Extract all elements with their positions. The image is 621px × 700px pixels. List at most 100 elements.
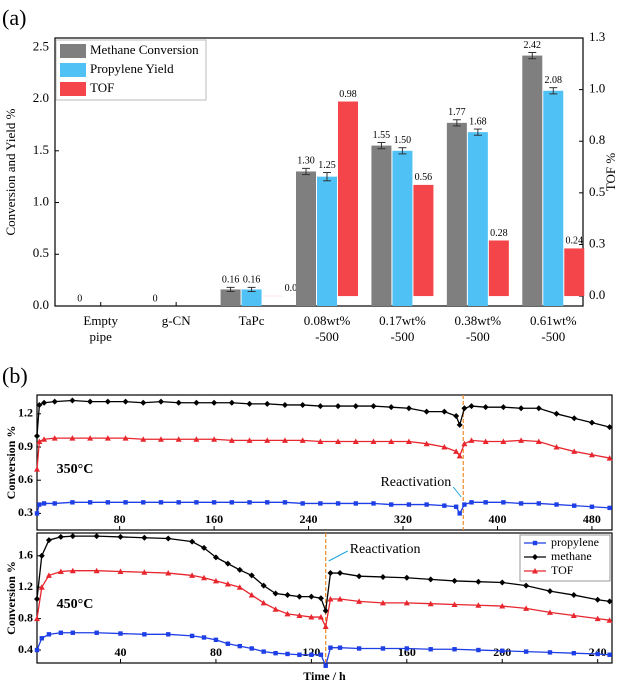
marker bbox=[189, 572, 196, 578]
marker bbox=[57, 533, 64, 540]
y-tick-label: 1.5 bbox=[33, 142, 49, 157]
marker bbox=[337, 645, 343, 650]
bar bbox=[338, 101, 358, 297]
marker bbox=[428, 647, 433, 652]
bar bbox=[241, 289, 262, 306]
marker bbox=[379, 599, 386, 606]
bar bbox=[296, 171, 316, 306]
marker bbox=[588, 451, 595, 458]
x-tick-label: TaPc bbox=[239, 313, 265, 328]
bar bbox=[392, 150, 413, 306]
marker bbox=[571, 448, 578, 454]
marker bbox=[518, 405, 525, 412]
marker bbox=[606, 598, 613, 605]
marker bbox=[327, 570, 334, 577]
marker bbox=[157, 436, 164, 442]
series-line bbox=[36, 535, 610, 611]
marker bbox=[176, 500, 181, 505]
y-tick-label: 2.0 bbox=[33, 90, 49, 105]
marker bbox=[356, 598, 363, 604]
x-tick-label: 0.08wt% bbox=[304, 313, 351, 328]
y2-tick-label: 1.0 bbox=[589, 81, 605, 96]
panel-label: (b) bbox=[2, 363, 28, 388]
marker bbox=[34, 466, 40, 472]
marker bbox=[535, 405, 542, 412]
marker bbox=[165, 570, 172, 576]
annotation-arrow bbox=[452, 486, 462, 498]
marker bbox=[69, 397, 76, 404]
marker bbox=[122, 435, 129, 441]
marker bbox=[224, 581, 231, 587]
y-axis-title: Conversion % bbox=[4, 561, 18, 635]
marker bbox=[317, 403, 324, 410]
x-tick-label: -500 bbox=[466, 329, 490, 344]
marker bbox=[189, 538, 196, 545]
marker bbox=[335, 403, 342, 410]
marker bbox=[285, 651, 290, 657]
marker bbox=[547, 650, 553, 655]
marker bbox=[261, 649, 266, 654]
marker bbox=[52, 501, 57, 506]
marker bbox=[248, 572, 255, 579]
marker bbox=[327, 595, 334, 602]
y-tick-label: 1.0 bbox=[33, 194, 49, 209]
marker bbox=[571, 415, 578, 422]
marker bbox=[337, 570, 344, 577]
marker bbox=[553, 410, 560, 417]
marker bbox=[51, 435, 58, 441]
legend-marker bbox=[532, 568, 538, 574]
marker bbox=[260, 582, 267, 589]
bar bbox=[467, 132, 488, 306]
y-tick-label: 0.6 bbox=[18, 472, 33, 486]
marker bbox=[370, 438, 377, 444]
y-tick-label: 0.4 bbox=[18, 642, 33, 656]
marker bbox=[451, 577, 458, 584]
marker bbox=[317, 614, 324, 620]
marker bbox=[380, 646, 386, 651]
marker bbox=[34, 615, 40, 622]
marker bbox=[388, 438, 395, 444]
marker bbox=[165, 535, 172, 542]
marker bbox=[482, 438, 489, 444]
series-line bbox=[36, 632, 610, 668]
value-label: 1.77 bbox=[448, 107, 466, 118]
marker bbox=[469, 500, 474, 505]
value-label: 0 bbox=[153, 293, 158, 304]
marker bbox=[453, 448, 460, 454]
marker bbox=[212, 554, 219, 561]
bar bbox=[522, 55, 543, 307]
marker bbox=[523, 649, 529, 654]
marker bbox=[211, 436, 218, 442]
marker bbox=[94, 630, 99, 635]
marker bbox=[37, 502, 42, 507]
x-tick-label: 400 bbox=[488, 512, 506, 526]
marker bbox=[457, 511, 462, 516]
marker bbox=[308, 593, 315, 600]
marker bbox=[104, 435, 111, 441]
marker bbox=[388, 404, 395, 411]
marker bbox=[482, 404, 489, 411]
bar bbox=[371, 145, 392, 306]
marker bbox=[264, 400, 271, 407]
marker bbox=[265, 500, 270, 505]
marker bbox=[406, 502, 412, 507]
marker bbox=[300, 501, 305, 506]
marker bbox=[501, 500, 506, 505]
x-tick-label: Empty bbox=[83, 313, 118, 328]
marker bbox=[328, 645, 333, 650]
marker bbox=[117, 568, 124, 574]
marker bbox=[282, 500, 288, 505]
marker bbox=[201, 574, 208, 581]
marker bbox=[405, 438, 412, 444]
marker bbox=[352, 438, 359, 444]
marker bbox=[273, 650, 278, 656]
marker bbox=[594, 596, 601, 603]
marker bbox=[523, 605, 530, 611]
marker bbox=[36, 438, 43, 444]
marker bbox=[69, 567, 76, 574]
marker bbox=[69, 435, 76, 441]
marker bbox=[427, 600, 434, 607]
marker bbox=[335, 501, 341, 506]
y2-tick-label: 1.3 bbox=[589, 29, 605, 44]
marker bbox=[594, 615, 601, 622]
